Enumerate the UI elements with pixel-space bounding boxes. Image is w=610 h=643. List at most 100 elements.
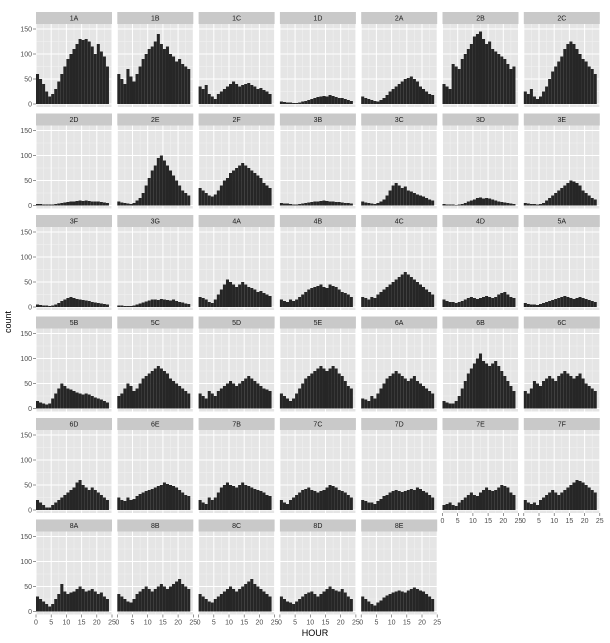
histogram-bar bbox=[123, 84, 127, 104]
histogram-bar bbox=[551, 195, 555, 206]
histogram-bar bbox=[184, 193, 188, 206]
histogram-bar bbox=[253, 289, 257, 307]
histogram-bar bbox=[256, 89, 260, 104]
histogram-bar bbox=[322, 368, 326, 409]
histogram-bar bbox=[466, 495, 470, 510]
histogram-bar bbox=[400, 376, 404, 409]
histogram-bar bbox=[307, 376, 311, 409]
histogram-bar bbox=[494, 200, 498, 206]
histogram-bar bbox=[526, 393, 530, 409]
histogram-bar bbox=[238, 165, 242, 206]
histogram-bar bbox=[219, 91, 223, 104]
histogram-bar bbox=[279, 299, 283, 307]
strip-background bbox=[198, 215, 275, 227]
histogram-bar bbox=[334, 97, 338, 104]
histogram-bar bbox=[301, 101, 305, 104]
histogram-bar bbox=[105, 304, 109, 307]
histogram-bar bbox=[57, 500, 61, 510]
strip-background bbox=[361, 12, 438, 24]
facet-panel-6A: 6A bbox=[360, 316, 438, 412]
histogram-bar bbox=[256, 383, 260, 409]
histogram-bar bbox=[319, 594, 323, 612]
histogram-bar bbox=[285, 601, 290, 612]
histogram-bar bbox=[99, 202, 103, 206]
histogram-bar bbox=[463, 203, 467, 206]
histogram-bar bbox=[63, 299, 67, 307]
histogram-bar bbox=[584, 193, 588, 206]
histogram-bar bbox=[563, 371, 567, 409]
histogram-bar bbox=[184, 391, 188, 409]
strip-background bbox=[198, 316, 275, 329]
histogram-bar bbox=[198, 393, 202, 409]
histogram-bar bbox=[361, 96, 365, 104]
histogram-bar bbox=[566, 297, 570, 307]
histogram-bar bbox=[268, 596, 272, 612]
histogram-bar bbox=[403, 272, 407, 307]
histogram-bar bbox=[379, 100, 383, 104]
histogram-bar bbox=[162, 586, 166, 612]
histogram-bar bbox=[422, 386, 426, 409]
histogram-bar bbox=[581, 378, 585, 409]
histogram-bar bbox=[187, 304, 191, 307]
x-tick-label: 20 bbox=[499, 518, 507, 525]
facet-panel-1D: 1D bbox=[279, 12, 357, 107]
y-tick-label: 150 bbox=[20, 331, 32, 338]
histogram-bar bbox=[265, 185, 269, 206]
x-tick-label: 15 bbox=[566, 518, 574, 525]
histogram-bar bbox=[39, 599, 43, 612]
histogram-bar bbox=[147, 589, 151, 612]
histogram-bar bbox=[289, 299, 293, 307]
histogram-bar bbox=[337, 373, 341, 409]
histogram-bar bbox=[370, 604, 374, 612]
histogram-bar bbox=[551, 378, 555, 409]
histogram-bar bbox=[535, 99, 539, 104]
histogram-bar bbox=[578, 481, 582, 510]
histogram-bar bbox=[198, 500, 202, 510]
histogram-bar bbox=[268, 94, 272, 104]
histogram-bar bbox=[569, 485, 573, 510]
histogram-bar bbox=[289, 401, 293, 409]
histogram-bar bbox=[117, 201, 121, 206]
facet-panel-2B: 2B bbox=[442, 12, 519, 107]
histogram-bar bbox=[557, 190, 561, 206]
histogram-bar bbox=[295, 393, 299, 409]
histogram-bar bbox=[75, 299, 79, 307]
histogram-bar bbox=[289, 500, 293, 510]
histogram-bar bbox=[187, 195, 191, 206]
histogram-bar bbox=[90, 396, 94, 409]
histogram-bar bbox=[394, 490, 398, 510]
histogram-bar bbox=[403, 186, 407, 206]
histogram-bar bbox=[69, 389, 73, 409]
histogram-bar bbox=[319, 284, 323, 307]
histogram-bar bbox=[488, 297, 492, 307]
x-tick-label: 10 bbox=[225, 620, 233, 627]
histogram-bar bbox=[310, 373, 314, 409]
histogram-bar bbox=[412, 587, 416, 612]
histogram-bar bbox=[422, 491, 426, 510]
histogram-bar bbox=[328, 586, 332, 612]
histogram-bar bbox=[482, 198, 486, 206]
histogram-bar bbox=[159, 485, 163, 510]
histogram-bar bbox=[279, 500, 283, 510]
strip-label: 5C bbox=[151, 320, 160, 327]
histogram-bar bbox=[45, 404, 49, 409]
histogram-bar bbox=[523, 91, 527, 104]
histogram-bar bbox=[328, 95, 332, 104]
histogram-bar bbox=[343, 293, 347, 307]
strip-background bbox=[117, 316, 194, 329]
histogram-bar bbox=[425, 289, 429, 307]
histogram-bar bbox=[78, 480, 82, 510]
histogram-bar bbox=[442, 84, 446, 104]
histogram-bar bbox=[361, 596, 365, 612]
strip-label: 8E bbox=[395, 523, 404, 530]
histogram-bar bbox=[156, 34, 160, 104]
histogram-bar bbox=[572, 181, 576, 206]
histogram-bar bbox=[478, 353, 483, 409]
histogram-bar bbox=[105, 599, 109, 612]
histogram-bar bbox=[457, 396, 461, 409]
histogram-bar bbox=[138, 198, 142, 206]
histogram-bar bbox=[460, 301, 464, 307]
histogram-bar bbox=[150, 371, 154, 409]
histogram-bar bbox=[361, 500, 365, 510]
histogram-bar bbox=[250, 288, 254, 307]
